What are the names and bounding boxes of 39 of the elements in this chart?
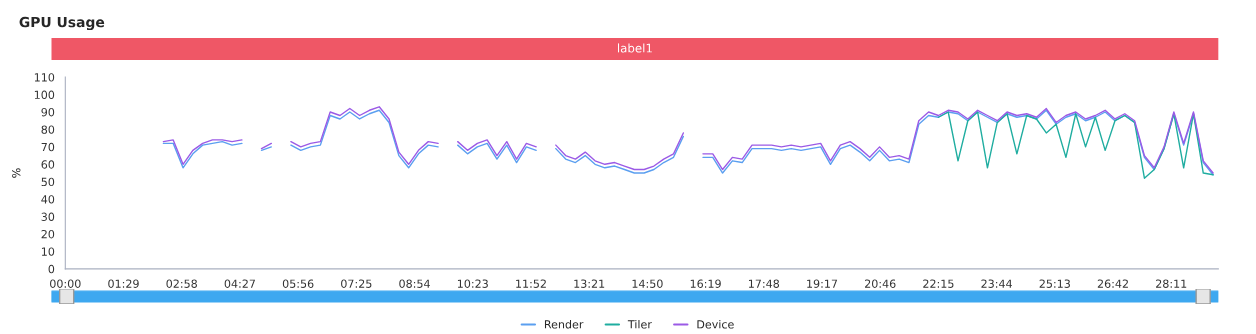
x-tick-label: 08:54: [399, 279, 430, 288]
y-tick-label: 50: [41, 177, 55, 187]
x-tick-label: 00:00: [50, 279, 81, 288]
chart-title: GPU Usage: [19, 16, 105, 31]
x-tick-label: 26:42: [1097, 279, 1128, 288]
y-tick-label: 60: [41, 160, 55, 169]
y-tick-label: 70: [41, 142, 55, 152]
x-tick-label: 16:19: [690, 279, 721, 288]
x-tick-label: 10:23: [457, 279, 488, 288]
x-tick-label: 25:13: [1039, 279, 1070, 288]
legend-label: Render: [544, 319, 584, 329]
y-tick-label: 110: [34, 73, 55, 82]
y-tick-label: 30: [41, 212, 55, 221]
x-tick-label: 23:44: [981, 279, 1012, 288]
x-tick-label: 11:52: [516, 279, 546, 288]
text: label1: [617, 43, 652, 53]
y-tick-label: 0: [48, 264, 55, 274]
y-tick-label: 100: [34, 90, 55, 99]
line-series: [937, 111, 1214, 179]
x-tick-label: 05:56: [282, 279, 314, 288]
x-tick-label: 14:50: [632, 279, 663, 288]
y-tick-label: 80: [41, 125, 55, 134]
y-tick-label: 40: [41, 195, 55, 204]
x-tick-label: 20:46: [865, 279, 896, 288]
x-tick-label: 19:17: [807, 279, 838, 288]
x-tick-label: 22:15: [923, 279, 954, 288]
y-axis-title: %: [12, 168, 21, 178]
x-tick-label: 07:25: [341, 279, 372, 288]
x-tick-label: 13:21: [574, 279, 605, 288]
legend-label: Tiler: [627, 319, 652, 329]
x-tick-label: 02:58: [166, 279, 197, 288]
x-tick-label: 28:11: [1156, 279, 1187, 288]
y-tick-label: 10: [41, 247, 55, 256]
x-tick-label: 01:29: [108, 279, 139, 288]
legend-label: Device: [697, 319, 734, 329]
y-tick-label: 20: [41, 229, 55, 239]
x-tick-label: 17:48: [749, 279, 780, 288]
x-tick-label: 04:27: [224, 279, 255, 288]
y-tick-label: 90: [41, 107, 55, 117]
